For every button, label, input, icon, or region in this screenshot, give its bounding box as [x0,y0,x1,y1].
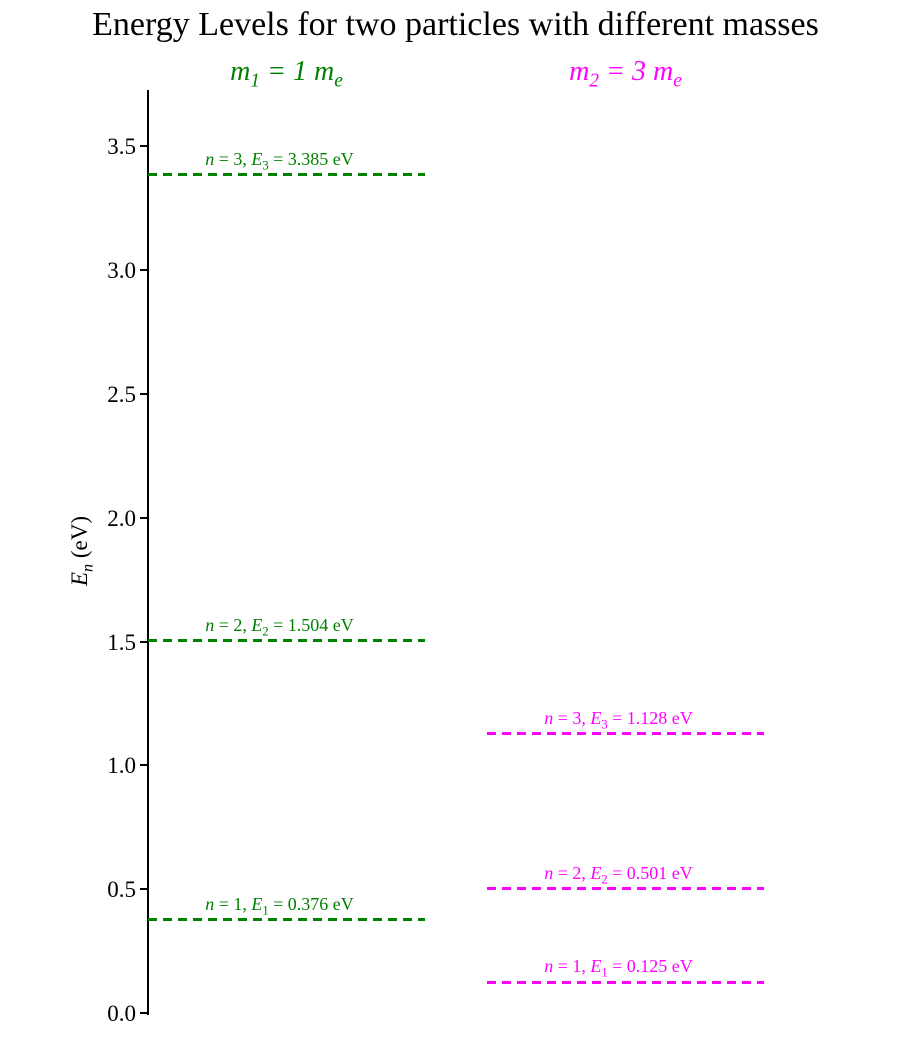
energy-level-line-particle-2-n2 [487,887,764,891]
y-tick-label: 0.0 [107,1001,136,1026]
y-tick-label: 1.0 [107,753,136,779]
energy-level-label-particle-2-n1: n = 1, E1 = 0.125 eV [544,956,693,980]
energy-level-label-particle-1-n3: n = 3, E3 = 3.385 eV [205,148,354,173]
y-tick-mark [140,392,148,395]
series-header-particle-1: m1 = 1 me [230,56,343,92]
y-tick-mark [140,145,148,148]
energy-level-line-particle-1-n3 [148,173,425,177]
y-tick-label: 1.5 [107,629,136,655]
y-tick-label: 3.0 [107,258,136,284]
energy-level-line-particle-1-n1 [148,918,425,922]
energy-level-label-particle-2-n2: n = 2, E2 = 0.501 eV [544,862,693,887]
energy-level-label-particle-2-n3: n = 3, E3 = 1.128 eV [544,707,693,732]
y-tick-mark [140,640,148,643]
y-tick-mark [140,888,148,891]
y-tick-mark [140,764,148,767]
y-tick-mark [140,269,148,272]
y-tick-mark [140,516,148,519]
energy-level-line-particle-1-n2 [148,639,425,643]
y-tick-mark [140,1012,148,1014]
energy-level-line-particle-2-n3 [487,732,764,736]
y-tick-label: 2.0 [107,505,136,531]
series-header-particle-2: m2 = 3 me [569,56,682,92]
energy-level-label-particle-1-n2: n = 2, E2 = 1.504 eV [205,614,354,639]
chart-title: Energy Levels for two particles with dif… [92,6,819,43]
y-axis-spine [147,90,149,1015]
y-tick-label: 2.5 [107,381,136,407]
energy-level-label-particle-1-n1: n = 1, E1 = 0.376 eV [205,893,354,918]
y-tick-label: 0.5 [107,877,136,903]
y-tick-label: 3.5 [107,134,136,160]
energy-level-line-particle-2-n1 [487,980,764,984]
